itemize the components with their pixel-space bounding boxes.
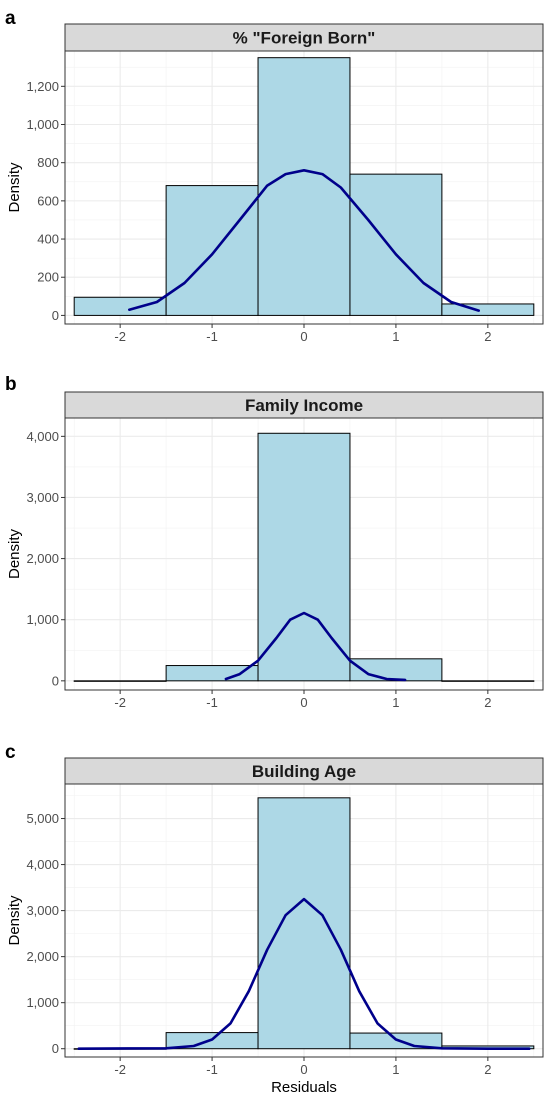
y-tick-label: 5,000: [26, 811, 59, 826]
histogram-bar: [441, 303, 535, 316]
x-tick-label: 0: [300, 329, 307, 344]
facet-strip: [64, 23, 544, 52]
x-tick-label: -1: [206, 329, 218, 344]
histogram-bars: [73, 797, 535, 1050]
x-tick-label: -2: [114, 1062, 126, 1077]
histogram-bars: [73, 57, 535, 316]
chart-title: % "Foreign Born": [233, 29, 376, 48]
y-axis: 0 200 400 600 800 1,000 1,200: [26, 79, 65, 323]
y-axis-title: Density: [6, 895, 23, 946]
x-tick-label: 2: [484, 329, 491, 344]
x-tick-label: 1: [392, 329, 399, 344]
y-tick-label: 0: [52, 1041, 59, 1056]
chart-panel-c: c Building Age -2 -1 0 1 2 0 1,000 2,000 3,000 4,00…: [5, 742, 544, 1096]
x-axis: -2 -1 0 1 2: [114, 690, 491, 710]
y-tick-label: 4,000: [26, 429, 59, 444]
y-axis: 0 1,000 2,000 3,000 4,000: [26, 429, 65, 688]
y-tick-label: 1,000: [26, 612, 59, 627]
x-tick-label: 0: [300, 695, 307, 710]
y-tick-label: 3,000: [26, 490, 59, 505]
density-curve: [77, 897, 531, 1050]
x-tick-label: 0: [300, 1062, 307, 1077]
panel-letter: c: [5, 742, 16, 763]
panel-letter: b: [5, 374, 17, 395]
histogram-bar: [165, 665, 259, 682]
y-tick-label: 600: [37, 193, 59, 208]
histogram-bar: [73, 680, 167, 682]
facet-strip: [64, 757, 544, 785]
y-tick-label: 1,000: [26, 995, 59, 1010]
panel-letter: a: [5, 8, 16, 29]
density-curve: [128, 169, 481, 312]
histogram-bar: [349, 1032, 443, 1050]
x-axis: -2 -1 0 1 2: [114, 324, 491, 344]
y-tick-label: 3,000: [26, 903, 59, 918]
y-tick-label: 400: [37, 232, 59, 247]
chart-title: Family Income: [245, 396, 363, 415]
y-tick-label: 800: [37, 155, 59, 170]
x-axis-title: Residuals: [271, 1079, 337, 1096]
y-tick-label: 2,000: [26, 949, 59, 964]
histogram-bar: [349, 173, 443, 316]
y-axis: 0 1,000 2,000 3,000 4,000 5,000: [26, 811, 65, 1056]
y-tick-label: 1,000: [26, 117, 59, 132]
y-tick-label: 200: [37, 270, 59, 285]
y-tick-label: 0: [52, 673, 59, 688]
density-curve: [224, 611, 407, 682]
x-axis: -2 -1 0 1 2: [114, 1057, 491, 1077]
x-tick-label: -1: [206, 695, 218, 710]
histogram-bar: [257, 797, 351, 1050]
facet-strip: [64, 391, 544, 419]
y-tick-label: 0: [52, 308, 59, 323]
histogram-bar: [441, 680, 535, 682]
x-tick-label: 1: [392, 695, 399, 710]
chart-panel-b: b Family Income -2 -1 0 1 2 0 1,000 2,000 3,000 4,0…: [5, 374, 544, 710]
x-tick-label: -2: [114, 695, 126, 710]
x-tick-label: 2: [484, 1062, 491, 1077]
chart-panel-a: a % "Foreign Born" -2 -1 0 1 2 0 200 400 600 800 1,0…: [5, 8, 544, 344]
x-tick-label: -2: [114, 329, 126, 344]
histogram-bar: [73, 296, 167, 316]
y-tick-label: 2,000: [26, 551, 59, 566]
x-tick-label: 1: [392, 1062, 399, 1077]
x-tick-label: 2: [484, 695, 491, 710]
y-tick-label: 1,200: [26, 79, 59, 94]
chart-title: Building Age: [252, 762, 356, 781]
histogram-bar: [257, 432, 351, 682]
x-tick-label: -1: [206, 1062, 218, 1077]
histogram-bar: [257, 57, 351, 316]
y-axis-title: Density: [6, 528, 23, 579]
y-axis-title: Density: [6, 162, 23, 213]
y-tick-label: 4,000: [26, 857, 59, 872]
histogram-bar: [165, 185, 259, 316]
